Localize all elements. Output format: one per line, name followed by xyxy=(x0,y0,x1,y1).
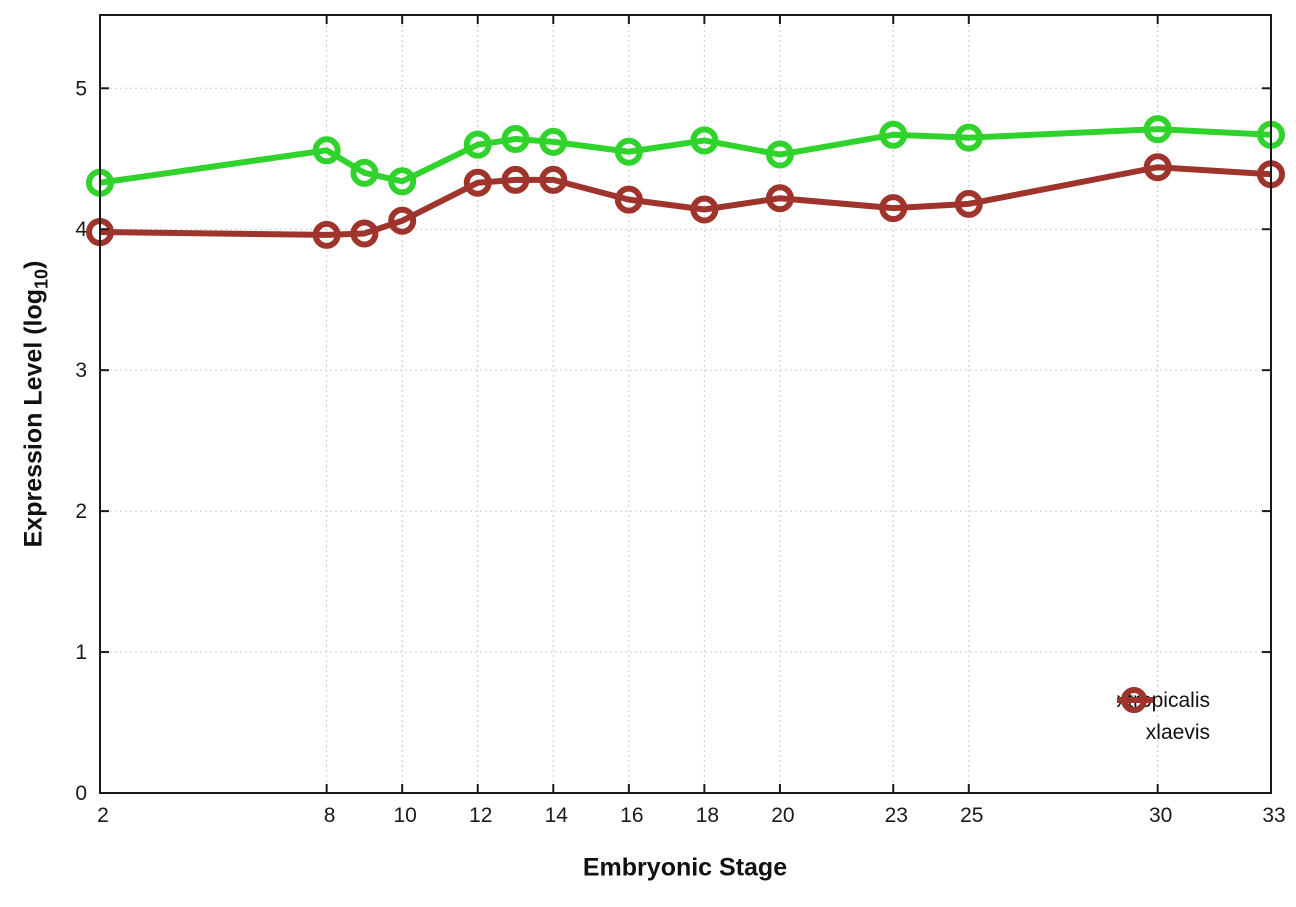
point-xtropicalis-13 xyxy=(501,125,530,154)
legend-marker-xlaevis-icon xyxy=(1116,687,1256,748)
y-axis-label-subscript: 10 xyxy=(31,268,52,289)
point-xtropicalis-18 xyxy=(690,126,719,155)
point-xlaevis-30 xyxy=(1143,153,1172,182)
y-axis-label-pre: Expression Level (log xyxy=(19,288,48,548)
tick-marks xyxy=(99,15,1272,794)
y-axis-label: Expression Level (log10) xyxy=(20,261,53,548)
x-tick-label-8: 8 xyxy=(324,804,336,827)
point-xlaevis-13 xyxy=(501,165,530,194)
point-xlaevis-8 xyxy=(312,220,341,249)
point-xtropicalis-25 xyxy=(954,123,983,152)
y-tick-label-5: 5 xyxy=(75,77,87,100)
legend-label-xlaevis: xlaevis xyxy=(1145,720,1210,744)
y-tick-label-2: 2 xyxy=(75,500,87,523)
gridlines xyxy=(100,15,1271,793)
point-xtropicalis-10 xyxy=(388,167,417,196)
point-xtropicalis-23 xyxy=(879,120,908,149)
point-xtropicalis-14 xyxy=(539,127,568,156)
point-xlaevis-12 xyxy=(463,168,492,197)
legend-marker-xtropicalis-icon xyxy=(1116,686,1256,716)
point-xtropicalis-12 xyxy=(463,130,492,159)
x-tick-label-10: 10 xyxy=(394,804,417,827)
x-tick-label-25: 25 xyxy=(960,804,983,827)
series-xlaevis xyxy=(86,153,1285,249)
point-xlaevis-18 xyxy=(690,195,719,224)
point-xlaevis-10 xyxy=(388,206,417,235)
point-xlaevis-9 xyxy=(350,219,379,248)
point-xtropicalis-20 xyxy=(765,140,794,169)
y-tick-label-4: 4 xyxy=(75,218,87,241)
point-xtropicalis-16 xyxy=(614,137,643,166)
point-xtropicalis-8 xyxy=(312,136,341,165)
point-xtropicalis-30 xyxy=(1143,115,1172,144)
point-xlaevis-20 xyxy=(765,184,794,213)
x-tick-label-18: 18 xyxy=(696,804,719,827)
chart-legend: xtropicalis xlaevis xyxy=(1116,685,1256,748)
x-axis-label: Embryonic Stage xyxy=(582,853,788,882)
x-tick-label-16: 16 xyxy=(620,804,643,827)
y-axis-label-post: ) xyxy=(19,260,48,269)
series-xtropicalis xyxy=(86,115,1285,197)
x-tick-label-2: 2 xyxy=(97,804,109,827)
y-tick-label-3: 3 xyxy=(75,359,87,382)
x-tick-label-33: 33 xyxy=(1262,804,1285,827)
y-tick-label-1: 1 xyxy=(75,641,87,664)
point-xlaevis-23 xyxy=(879,194,908,223)
y-tick-label-0: 0 xyxy=(75,782,87,805)
point-xlaevis-25 xyxy=(954,189,983,218)
point-xtropicalis-9 xyxy=(350,158,379,187)
legend-item-xlaevis: xlaevis xyxy=(1116,687,1256,748)
point-xlaevis-14 xyxy=(539,165,568,194)
x-tick-label-12: 12 xyxy=(469,804,492,827)
point-xlaevis-16 xyxy=(614,185,643,214)
x-tick-label-20: 20 xyxy=(771,804,794,827)
plot-border xyxy=(99,14,1272,794)
x-tick-label-14: 14 xyxy=(545,804,569,827)
x-tick-label-30: 30 xyxy=(1149,804,1172,827)
x-tick-label-23: 23 xyxy=(885,804,908,827)
